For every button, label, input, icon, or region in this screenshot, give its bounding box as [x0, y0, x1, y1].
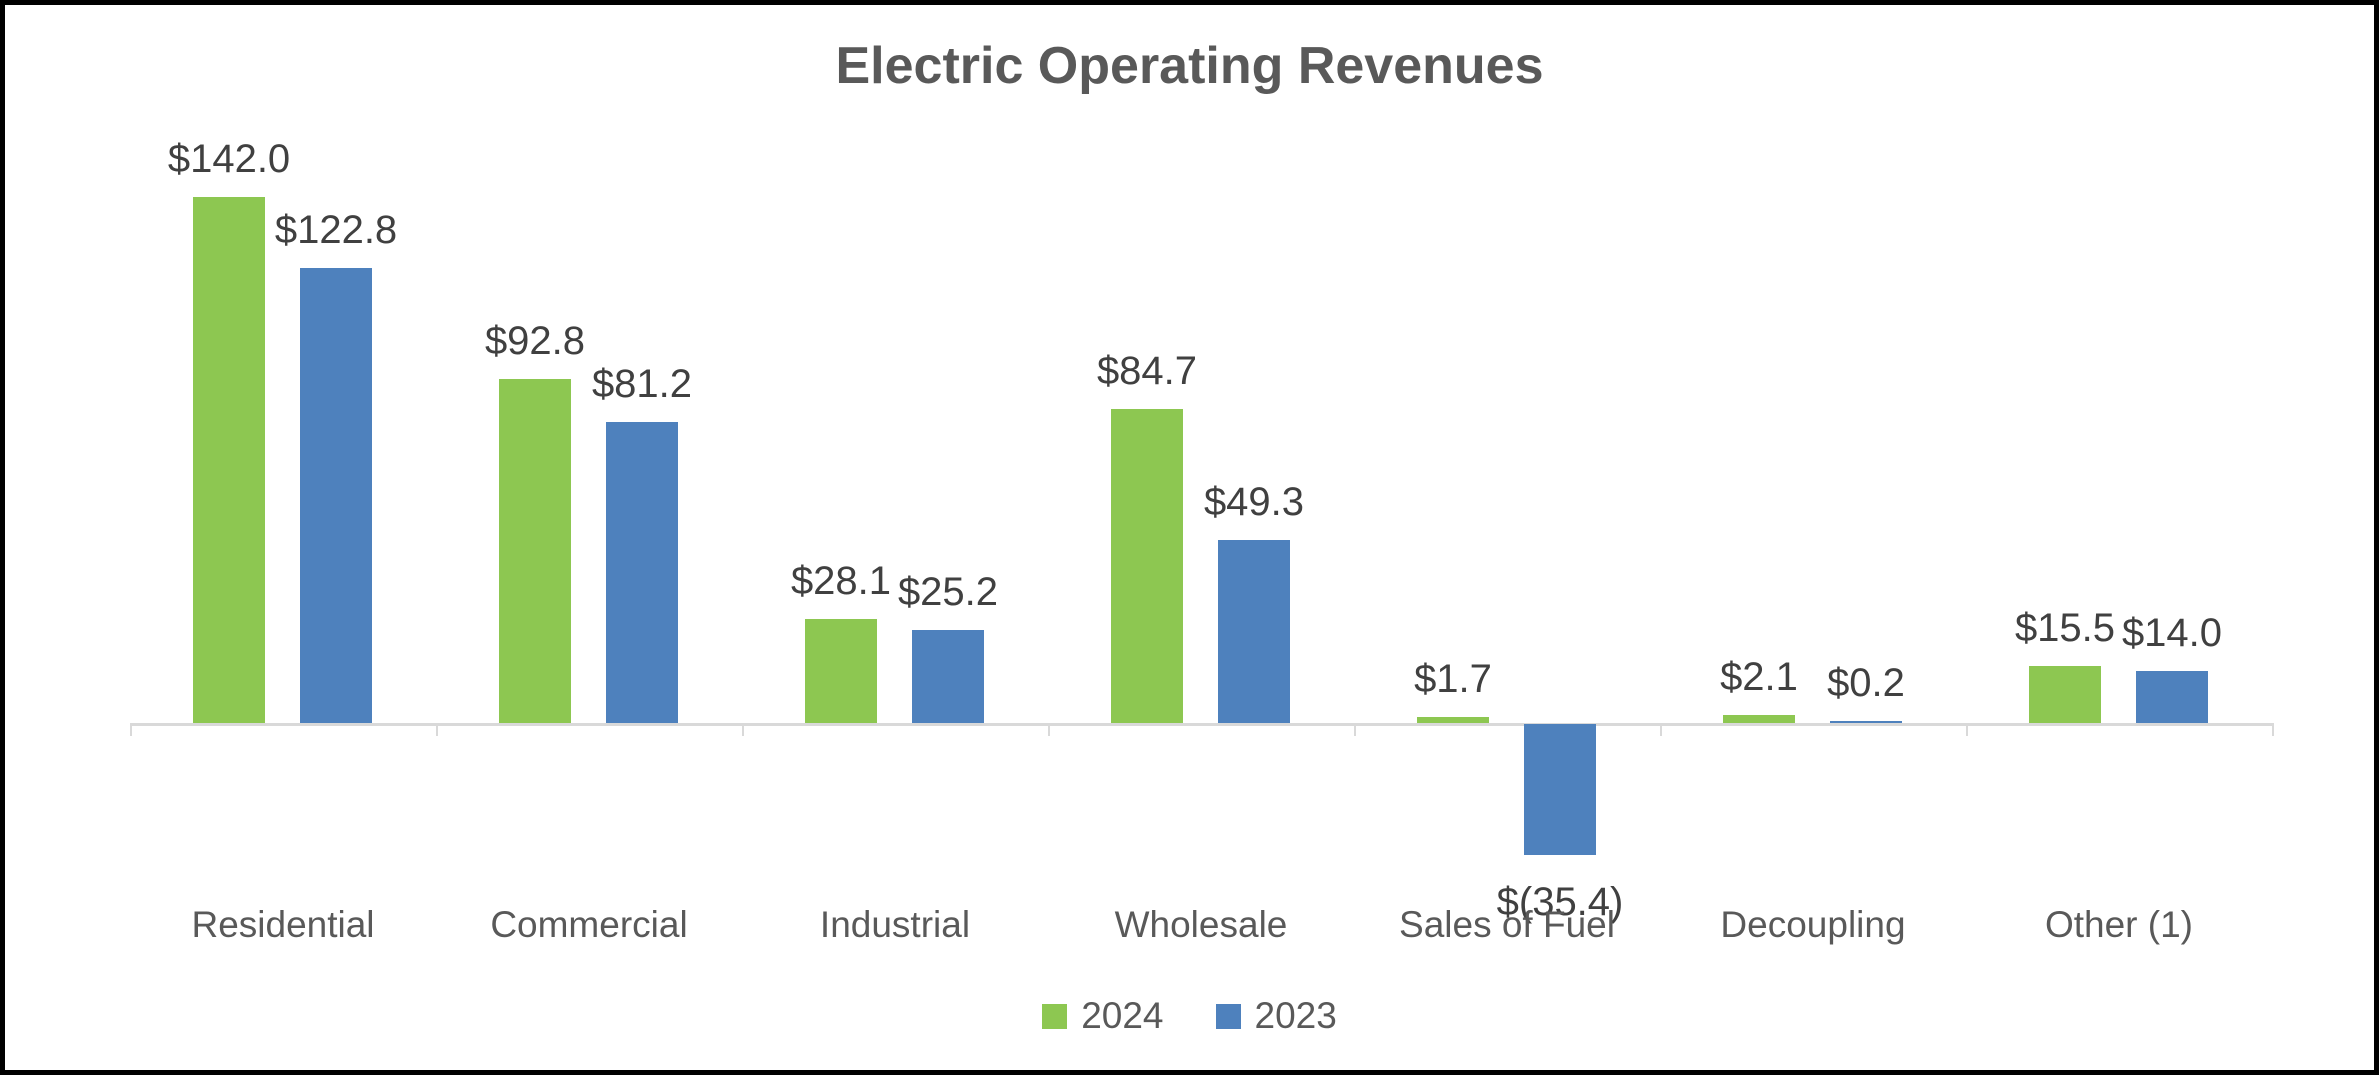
x-axis-tick	[2272, 723, 2274, 736]
bar-2024-decoupling	[1723, 715, 1795, 723]
x-axis-line	[130, 723, 2272, 726]
x-axis-tick	[130, 723, 132, 736]
value-label-2023: $122.8	[274, 208, 398, 253]
category-label: Industrial	[819, 904, 971, 945]
value-label-2024: $1.7	[1414, 656, 1492, 701]
value-label-2024: $15.5	[2014, 605, 2116, 650]
x-axis-tick	[436, 723, 438, 736]
legend-item-2024: 2024	[1042, 993, 1164, 1039]
bar-2024-wholesale	[1111, 409, 1183, 723]
bar-2024-commercial	[499, 379, 571, 723]
x-axis-tick	[1048, 723, 1050, 736]
category-label: Commercial	[490, 904, 688, 945]
bar-2023-other-1	[2136, 671, 2208, 723]
legend: 2024 2023	[5, 993, 2374, 1039]
bar-2023-residential	[300, 268, 372, 723]
category-label: Sales of Fuel	[1399, 904, 1615, 945]
bar-2023-industrial	[912, 629, 984, 723]
bar-2023-decoupling	[1830, 720, 1902, 723]
value-label-2024: $84.7	[1096, 349, 1198, 394]
value-label-2023: $(35.4)	[1496, 880, 1624, 925]
legend-item-2023: 2023	[1215, 993, 1337, 1039]
value-label-2023: $0.2	[1827, 660, 1905, 705]
bar-2023-wholesale	[1218, 540, 1290, 723]
x-axis-tick	[1966, 723, 1968, 736]
chart-title: Electric Operating Revenues	[835, 37, 1544, 95]
category-label: Wholesale	[1114, 904, 1288, 945]
bar-2023-commercial	[606, 422, 678, 723]
value-label-2024: $2.1	[1720, 655, 1798, 700]
value-label-2024: $142.0	[167, 136, 291, 181]
x-axis-tick	[742, 723, 744, 736]
value-label-2024: $92.8	[484, 319, 586, 364]
x-axis-tick	[1354, 723, 1356, 736]
legend-label-2023: 2023	[1254, 995, 1337, 1036]
category-label: Decoupling	[1720, 904, 1906, 945]
bar-2024-industrial	[805, 618, 877, 723]
x-axis-tick	[1660, 723, 1662, 736]
plot-area: $142.0 $122.8 Residential $92.8 $81.2 Commerc…	[5, 5, 2374, 1070]
value-label-2023: $49.3	[1203, 480, 1305, 525]
value-label-2024: $28.1	[790, 558, 892, 603]
bar-2024-other-1	[2029, 665, 2101, 723]
legend-swatch-2024	[1042, 1003, 1068, 1029]
category-label: Residential	[191, 904, 375, 945]
value-label-2023: $25.2	[897, 569, 999, 614]
value-label-2023: $14.0	[2121, 611, 2223, 656]
category-label: Other (1)	[2044, 904, 2194, 945]
bar-2024-residential	[193, 196, 265, 723]
legend-label-2024: 2024	[1081, 995, 1164, 1036]
bar-2023-sales-of-fuel	[1524, 724, 1596, 856]
value-label-2023: $81.2	[591, 362, 693, 407]
bar-2024-sales-of-fuel	[1417, 716, 1489, 723]
legend-swatch-2023	[1215, 1003, 1241, 1029]
